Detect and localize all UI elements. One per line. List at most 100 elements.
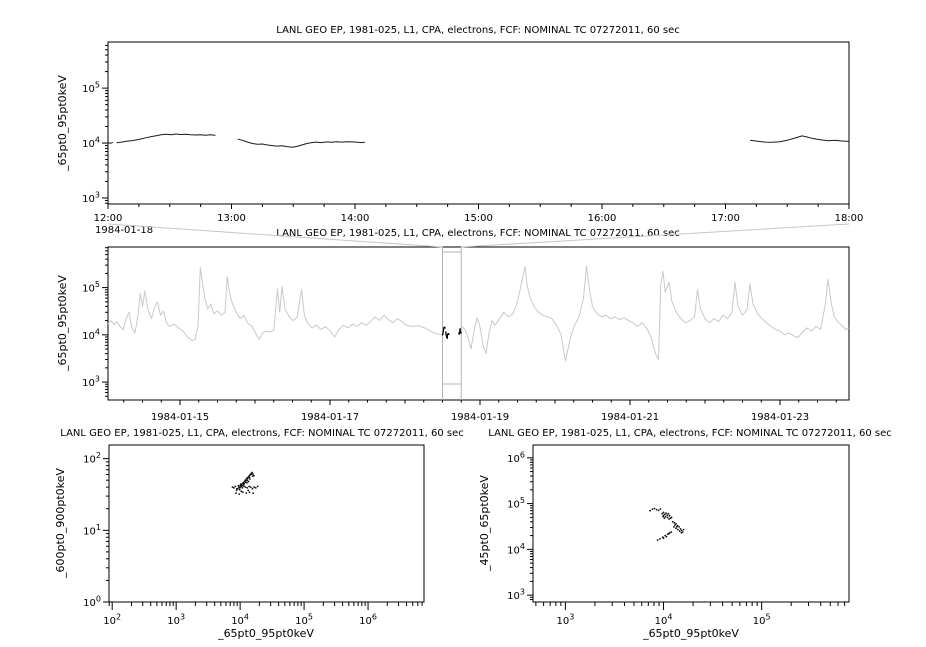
scatter-point [674, 524, 676, 526]
scatter-point [665, 535, 668, 538]
scatter-point [248, 476, 251, 479]
scatter-point [649, 509, 651, 512]
tick-label: 103 [82, 190, 100, 205]
plot-frame[interactable] [107, 41, 850, 205]
tick-label: 104 [82, 136, 100, 151]
scatter-right-title: LANL GEO EP, 1981-025, L1, CPA, electron… [488, 428, 891, 439]
panel-overview[interactable]: 103 104 105 1984-01-15 1984-01-17 1984-01-19 1… [82, 223, 850, 423]
top-panel-title: LANL GEO EP, 1981-025, L1, CPA, electron… [276, 25, 679, 36]
tick-label: 101 [83, 523, 101, 538]
overview-series-line [107, 266, 443, 342]
tick-label: 102 [83, 451, 101, 466]
scatter-point [680, 531, 683, 534]
overview-panel-ylabel: _65pt0_95pt0keV [56, 275, 69, 372]
scatter-point [661, 512, 664, 515]
scatter-point [236, 487, 238, 490]
scatter-point [651, 508, 654, 511]
x-tick-label: 1984-01-21 [601, 412, 659, 423]
tick-label: 105 [295, 613, 313, 628]
scatter-point [666, 516, 669, 519]
scatter-right-ylabel: _45pt0_65pt0keV [478, 475, 491, 572]
scatter-point [679, 528, 682, 530]
tick-label: 103 [167, 613, 185, 628]
scatter-point [659, 508, 662, 510]
x-tick-label: 1984-01-15 [151, 412, 209, 423]
top-series-line [107, 141, 114, 144]
scatter-point [664, 515, 667, 518]
x-tick-label: 18:00 [835, 213, 864, 224]
top-series-line [750, 135, 850, 143]
scatter-point [235, 492, 237, 494]
scatter-point [246, 487, 249, 489]
overview-selection-overlay [445, 331, 450, 340]
x-tick-label: 1984-01-19 [451, 412, 509, 423]
scatter-point [231, 486, 234, 488]
scatter-point [248, 485, 251, 488]
panel-scatter-left[interactable]: 100 101 102 102 103 104 105 106 [83, 444, 425, 628]
overview-series-line [461, 265, 850, 362]
scatter-left-xlabel: _65pt0_95pt0keV [217, 627, 314, 640]
scatter-point [670, 516, 673, 519]
scatter-point [662, 537, 665, 540]
scatter-point [666, 514, 669, 516]
panel-scatter-right[interactable]: 103 104 105 106 103 104 105 [507, 444, 850, 628]
tick-label: 106 [359, 613, 377, 628]
scatter-point [655, 508, 658, 511]
scatter-point [246, 479, 249, 482]
tick-label: 104 [507, 542, 525, 557]
scatter-point [244, 481, 247, 483]
scatter-point [668, 514, 671, 517]
scatter-point [676, 525, 678, 528]
plot-frame[interactable] [108, 444, 425, 603]
tick-label: 105 [82, 280, 100, 295]
scatter-point [238, 488, 241, 491]
scatter-point [667, 532, 670, 535]
scatter-point [240, 490, 243, 493]
x-tick-label: 13:00 [217, 213, 246, 224]
scatter-point [252, 473, 254, 475]
scatter-point [247, 489, 250, 492]
x-tick-label: 1984-01-17 [301, 412, 359, 423]
scatter-point [238, 493, 241, 495]
tick-label: 106 [507, 450, 525, 465]
tick-label: 105 [753, 613, 771, 628]
overview-selection-overlay [458, 328, 462, 335]
scatter-point [653, 507, 656, 510]
scatter-point [663, 517, 666, 520]
tick-label: 103 [507, 588, 525, 603]
scatter-point [677, 528, 679, 531]
x-tick-label: 17:00 [711, 213, 740, 224]
tick-label: 104 [231, 613, 249, 628]
scatter-point [252, 492, 255, 494]
overview-selection-overlay [442, 326, 446, 335]
scatter-point [675, 527, 677, 530]
scatter-point [663, 513, 666, 516]
scatter-point [249, 486, 252, 488]
scatter-point [243, 482, 246, 485]
scatter-point [244, 486, 247, 488]
scatter-point [248, 491, 251, 494]
plot-frame[interactable] [532, 444, 850, 603]
scatter-point [667, 512, 670, 515]
scatter-point [242, 484, 245, 486]
scatter-point [682, 528, 685, 531]
scatter-point [240, 485, 243, 488]
tick-label: 104 [82, 327, 100, 342]
context-connector-lines [107, 223, 850, 248]
panel-top-context[interactable]: 103 104 105 12:00 13:00 14:00 15:00 16:00 17:00 1… [82, 41, 864, 224]
scatter-point [670, 531, 673, 533]
zoom-highlight-box[interactable] [442, 247, 462, 400]
tick-mark [107, 223, 443, 248]
tick-mark [461, 223, 850, 248]
scatter-point [657, 509, 660, 512]
top-series-line [116, 133, 216, 144]
top-series-line [237, 138, 365, 148]
scatter-point [656, 539, 659, 541]
scatter-point [662, 515, 664, 518]
tick-label: 103 [82, 375, 100, 390]
x-tick-label: 12:00 [94, 213, 123, 224]
scatter-point [256, 485, 259, 488]
scatter-point [254, 487, 257, 489]
scatter-point [234, 485, 237, 488]
